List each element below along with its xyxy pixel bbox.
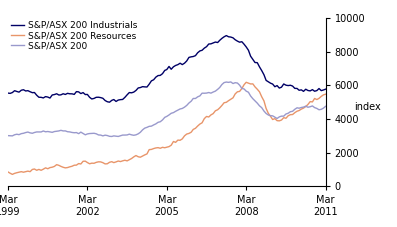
Line: S&P/ASX 200 Industrials: S&P/ASX 200 Industrials: [8, 36, 326, 102]
Line: S&P/ASX 200 Resources: S&P/ASX 200 Resources: [8, 82, 326, 174]
Legend: S&P/ASX 200 Industrials, S&P/ASX 200 Resources, S&P/ASX 200: S&P/ASX 200 Industrials, S&P/ASX 200 Res…: [10, 20, 138, 52]
Y-axis label: index: index: [355, 102, 382, 112]
Line: S&P/ASX 200: S&P/ASX 200: [8, 82, 326, 136]
